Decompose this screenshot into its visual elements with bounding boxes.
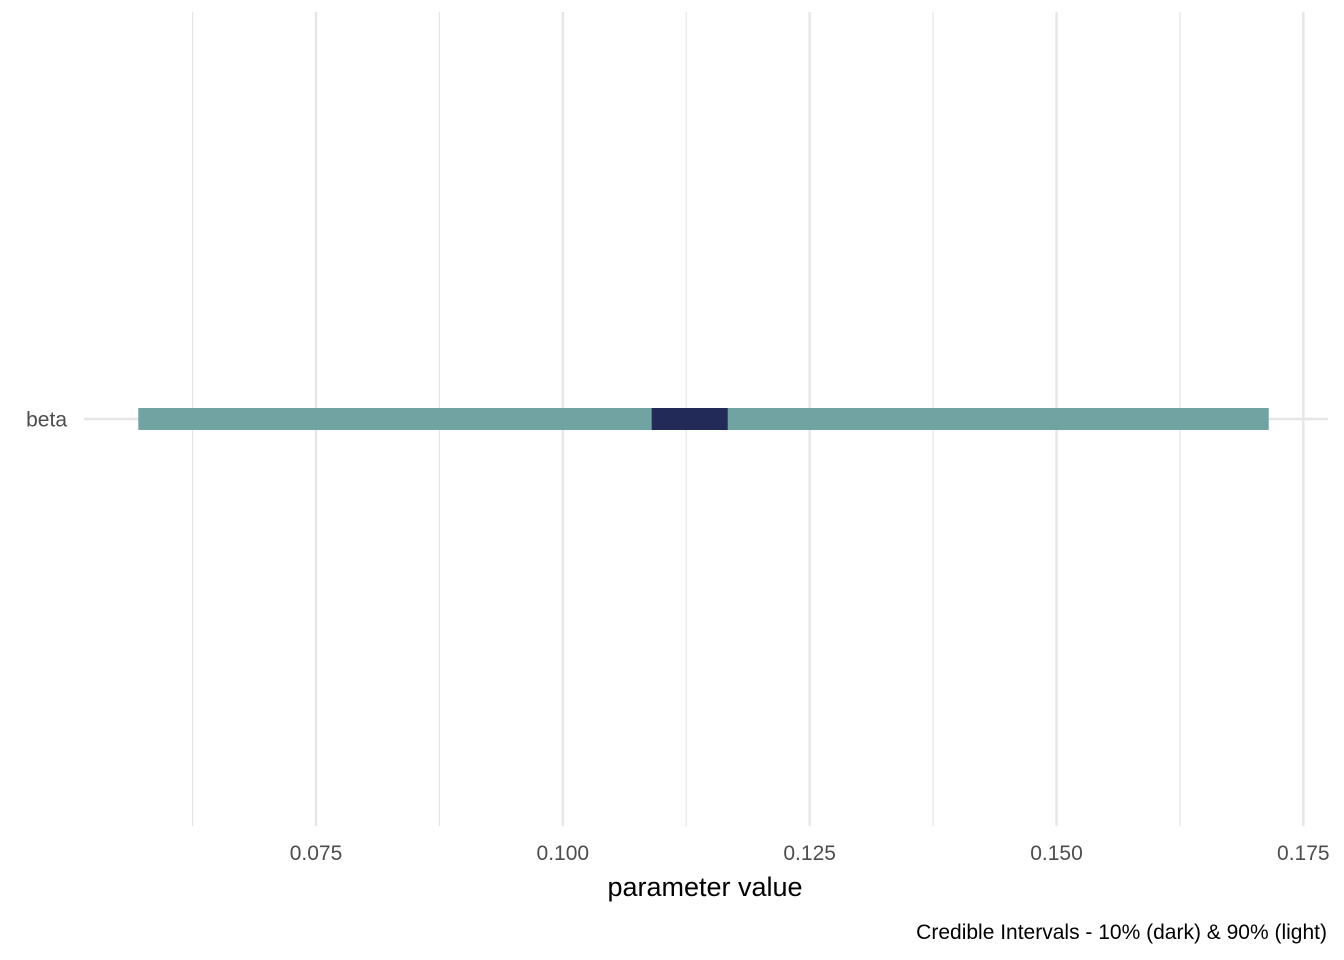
x-tick-label: 0.075: [290, 842, 343, 865]
intervals: [138, 408, 1269, 430]
x-tick-label: 0.125: [783, 842, 836, 865]
y-category-label: beta: [26, 409, 67, 432]
x-tick-label: 0.175: [1277, 842, 1330, 865]
x-tick-label: 0.100: [537, 842, 590, 865]
inner-interval-bar: [651, 408, 728, 430]
x-axis-title: parameter value: [607, 872, 802, 902]
x-tick-label: 0.150: [1030, 842, 1083, 865]
x-axis-tick-labels: 0.075 0.100 0.125 0.150 0.175: [290, 842, 1330, 865]
y-axis-category-labels: beta: [26, 409, 67, 432]
chart-caption: Credible Intervals - 10% (dark) & 90% (l…: [916, 921, 1327, 944]
